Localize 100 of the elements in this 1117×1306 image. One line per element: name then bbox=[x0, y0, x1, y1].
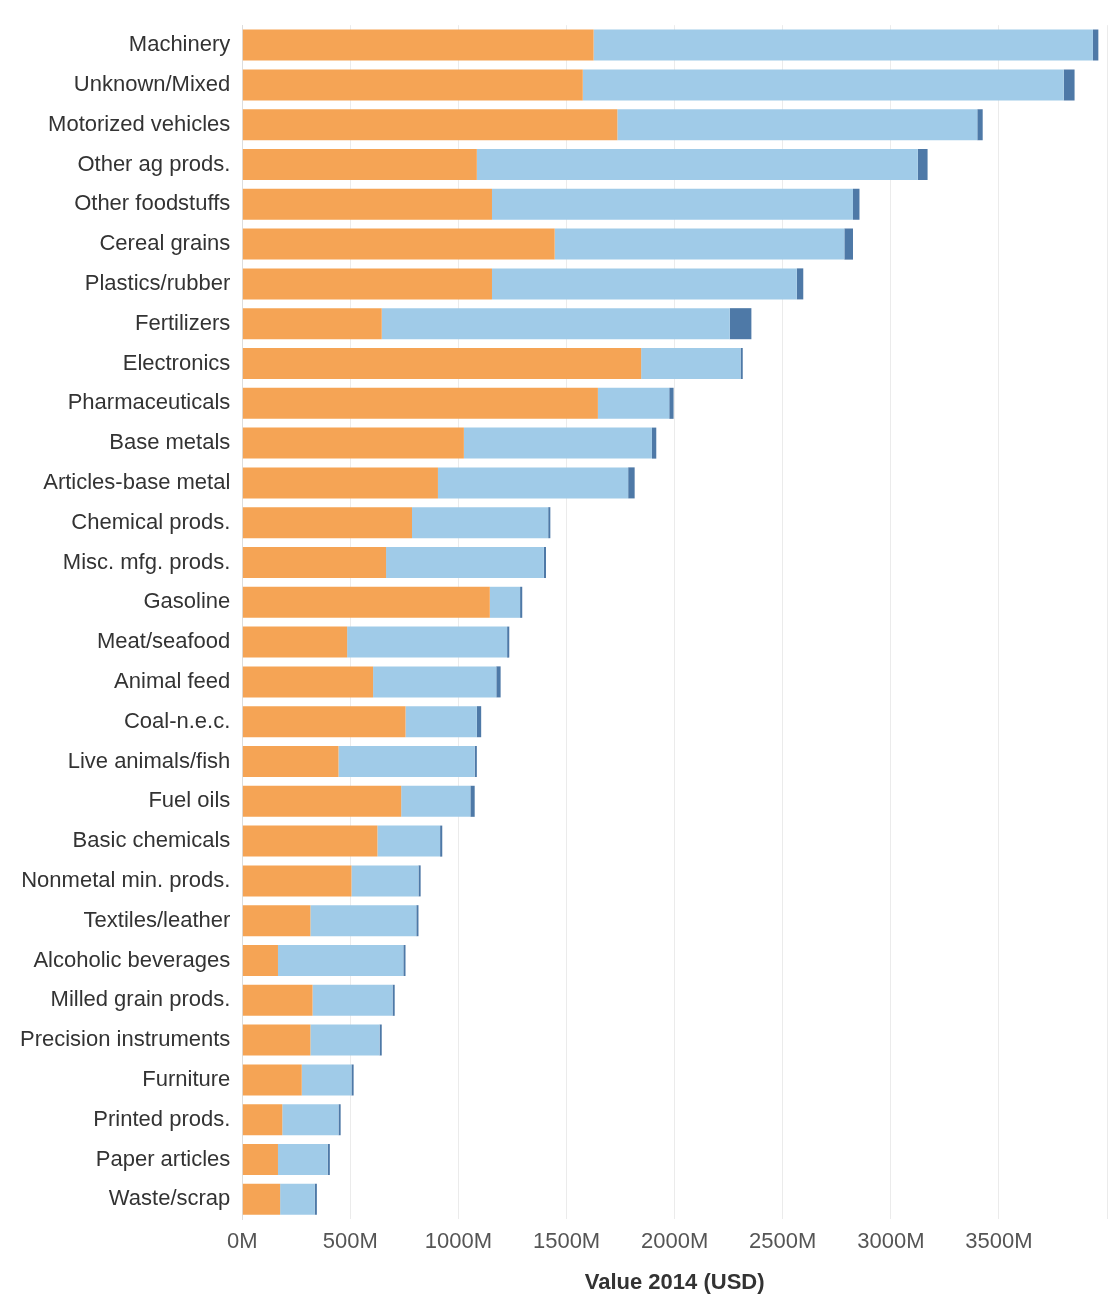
y-tick-label: Fuel oils bbox=[148, 787, 231, 813]
bar bbox=[314, 1183, 317, 1215]
bar bbox=[548, 507, 551, 539]
bar bbox=[338, 745, 475, 778]
y-tick-label: Basic chemicals bbox=[72, 827, 231, 853]
y-tick-label: Printed prods. bbox=[93, 1105, 231, 1131]
bar bbox=[351, 865, 419, 897]
bar bbox=[242, 1143, 278, 1176]
y-tick-label: Fertilizers bbox=[134, 309, 231, 335]
bar bbox=[651, 427, 657, 459]
bar bbox=[377, 825, 441, 857]
bar bbox=[597, 387, 670, 419]
x-tick-label: 1500M bbox=[532, 1228, 601, 1254]
bar bbox=[338, 1104, 341, 1136]
bar bbox=[917, 148, 928, 181]
bar bbox=[844, 228, 853, 260]
bar bbox=[242, 666, 374, 698]
bar bbox=[463, 427, 652, 459]
bar bbox=[242, 148, 477, 181]
bar bbox=[242, 626, 348, 658]
bar bbox=[242, 785, 402, 817]
y-tick-label: Chemical prods. bbox=[71, 508, 231, 534]
bar bbox=[277, 944, 404, 977]
bar bbox=[491, 188, 853, 220]
bar bbox=[470, 785, 475, 817]
bar bbox=[520, 586, 523, 618]
y-tick-label: Other foodstuffs bbox=[74, 190, 231, 216]
y-tick-label: Animal feed bbox=[114, 667, 231, 693]
bar bbox=[277, 1143, 328, 1176]
bar bbox=[852, 188, 860, 220]
y-tick-label: Machinery bbox=[128, 31, 231, 57]
bar bbox=[440, 825, 443, 857]
y-tick-label: Nonmetal min. prods. bbox=[21, 866, 231, 892]
bar bbox=[403, 944, 406, 977]
bar bbox=[740, 347, 743, 380]
bar bbox=[242, 546, 387, 579]
bar bbox=[669, 387, 674, 419]
x-tick-label: 2500M bbox=[749, 1228, 817, 1254]
bar bbox=[416, 905, 419, 937]
bar bbox=[242, 1104, 283, 1136]
y-tick-label: Waste/scrap bbox=[108, 1185, 231, 1211]
bar bbox=[242, 905, 311, 937]
x-tick-label: 0M bbox=[227, 1228, 258, 1254]
bar bbox=[392, 984, 395, 1016]
bar bbox=[312, 984, 393, 1016]
x-tick-label: 3500M bbox=[965, 1228, 1033, 1254]
bar bbox=[489, 586, 521, 618]
y-tick-label: Base metals bbox=[109, 429, 231, 455]
bar bbox=[386, 546, 544, 579]
y-tick-label: Meat/seafood bbox=[96, 628, 231, 654]
y-tick-label: Plastics/rubber bbox=[84, 269, 231, 295]
bar bbox=[543, 546, 547, 579]
bar bbox=[641, 347, 741, 380]
bar bbox=[554, 228, 845, 260]
bar bbox=[301, 1064, 352, 1096]
bar bbox=[977, 109, 983, 141]
bar bbox=[1063, 69, 1075, 101]
bar bbox=[379, 1024, 382, 1056]
bar bbox=[418, 865, 421, 897]
y-tick-label: Electronics bbox=[122, 349, 231, 375]
y-tick-label: Milled grain prods. bbox=[50, 986, 231, 1012]
bar bbox=[437, 467, 629, 499]
bar bbox=[310, 1024, 380, 1056]
x-tick-label: 1000M bbox=[424, 1228, 493, 1254]
bar bbox=[476, 706, 482, 738]
bar bbox=[593, 29, 1093, 61]
y-tick-label: Gasoline bbox=[143, 588, 231, 614]
bar bbox=[242, 944, 278, 977]
bar bbox=[242, 268, 492, 300]
bar bbox=[729, 308, 752, 340]
bar bbox=[242, 706, 406, 738]
bar bbox=[373, 666, 497, 698]
bar bbox=[242, 29, 594, 61]
bar bbox=[242, 109, 618, 141]
bar bbox=[242, 984, 313, 1016]
bar bbox=[628, 467, 635, 499]
bar bbox=[491, 268, 797, 300]
x-tick-label: 2000M bbox=[641, 1228, 709, 1254]
y-tick-label: Precision instruments bbox=[19, 1026, 231, 1052]
bar bbox=[496, 666, 501, 698]
bar bbox=[242, 1064, 302, 1096]
bar bbox=[347, 626, 508, 658]
bar bbox=[351, 1064, 354, 1096]
bar bbox=[242, 1183, 281, 1215]
bar bbox=[507, 626, 510, 658]
bar bbox=[242, 69, 583, 101]
y-tick-label: Misc. mfg. prods. bbox=[62, 548, 231, 574]
y-tick-label: Paper articles bbox=[95, 1145, 231, 1171]
bar bbox=[280, 1183, 315, 1215]
bar bbox=[474, 745, 477, 778]
bar bbox=[242, 188, 492, 220]
bar bbox=[242, 347, 642, 380]
bar bbox=[242, 467, 438, 499]
y-tick-label: Textiles/leather bbox=[83, 906, 231, 932]
bar bbox=[310, 905, 417, 937]
bar bbox=[405, 706, 477, 738]
x-tick-label: 500M bbox=[322, 1228, 378, 1254]
bar bbox=[242, 507, 412, 539]
y-tick-label: Cereal grains bbox=[99, 230, 231, 256]
bar bbox=[327, 1143, 330, 1176]
